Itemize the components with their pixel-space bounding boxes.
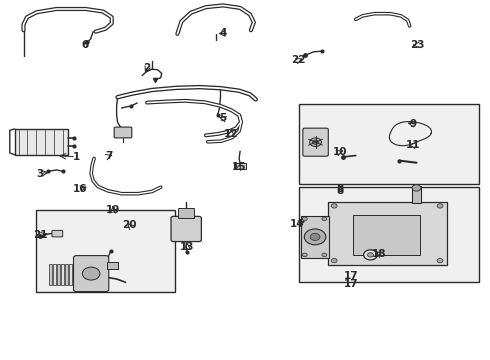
- Circle shape: [437, 204, 443, 208]
- Bar: [301, 216, 329, 258]
- Text: 17: 17: [343, 271, 358, 282]
- FancyBboxPatch shape: [303, 128, 328, 156]
- Text: 4: 4: [220, 28, 227, 39]
- Text: 21: 21: [33, 230, 48, 240]
- Circle shape: [302, 253, 307, 257]
- Bar: [65, 264, 68, 285]
- Text: 18: 18: [372, 249, 387, 259]
- Bar: [353, 215, 420, 255]
- Text: 13: 13: [180, 242, 195, 252]
- Bar: [178, 208, 194, 218]
- FancyBboxPatch shape: [52, 230, 63, 237]
- Bar: [69, 264, 72, 285]
- Circle shape: [302, 217, 307, 221]
- Circle shape: [331, 204, 337, 208]
- FancyBboxPatch shape: [171, 216, 201, 242]
- Circle shape: [322, 217, 327, 221]
- Text: 11: 11: [406, 140, 421, 150]
- Circle shape: [313, 140, 318, 144]
- Bar: [36, 210, 175, 292]
- Circle shape: [310, 233, 320, 240]
- Bar: [328, 202, 447, 265]
- Circle shape: [331, 258, 337, 263]
- Bar: [15, 129, 68, 155]
- Text: 1: 1: [73, 152, 79, 162]
- Bar: [234, 163, 246, 169]
- Circle shape: [82, 267, 100, 280]
- Circle shape: [322, 253, 327, 257]
- Text: 10: 10: [333, 147, 347, 157]
- Text: 23: 23: [410, 40, 425, 50]
- Bar: [61, 264, 64, 285]
- Circle shape: [368, 253, 373, 257]
- Bar: [299, 104, 479, 184]
- Text: 7: 7: [105, 151, 113, 161]
- Bar: [73, 264, 76, 285]
- Circle shape: [304, 229, 326, 245]
- Bar: [299, 187, 479, 282]
- Bar: [57, 264, 60, 285]
- Bar: [107, 262, 118, 269]
- Text: 14: 14: [290, 219, 305, 229]
- Text: 15: 15: [232, 162, 246, 172]
- Text: 8: 8: [337, 184, 343, 194]
- FancyBboxPatch shape: [114, 127, 132, 138]
- Text: 6: 6: [81, 40, 88, 50]
- Circle shape: [412, 185, 421, 191]
- Text: 22: 22: [291, 55, 305, 66]
- Text: 5: 5: [220, 113, 226, 123]
- Bar: [49, 264, 52, 285]
- Text: 3: 3: [37, 168, 44, 179]
- Text: 9: 9: [410, 119, 417, 129]
- Text: 19: 19: [105, 204, 120, 215]
- Text: 17: 17: [343, 279, 358, 289]
- FancyBboxPatch shape: [74, 256, 109, 292]
- Text: 12: 12: [224, 129, 239, 139]
- Circle shape: [437, 258, 443, 263]
- Text: 2: 2: [144, 63, 150, 73]
- Text: 16: 16: [73, 184, 88, 194]
- Bar: [412, 186, 421, 203]
- Circle shape: [310, 138, 321, 147]
- Text: 8: 8: [337, 186, 343, 196]
- Bar: [53, 264, 56, 285]
- Text: 20: 20: [122, 220, 137, 230]
- Circle shape: [364, 250, 377, 260]
